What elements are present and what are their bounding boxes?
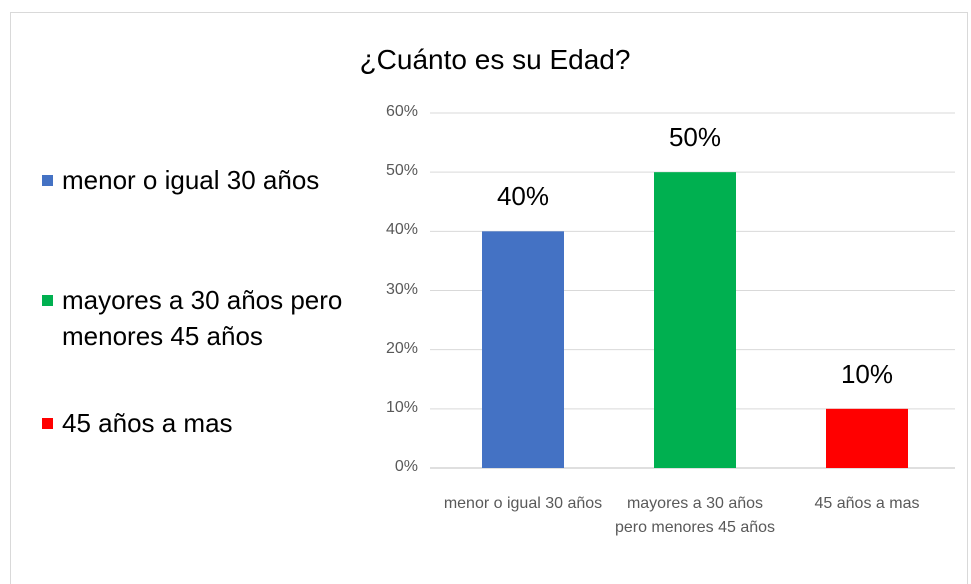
legend-label: menor o igual 30 años [62, 165, 320, 195]
legend-swatch [42, 295, 53, 306]
chart-title: ¿Cuánto es su Edad? [359, 44, 631, 75]
bar [654, 172, 736, 468]
x-tick-label: 45 años a mas [814, 495, 920, 512]
legend-label: 45 años a mas [62, 408, 233, 438]
y-tick-label: 30% [385, 280, 418, 298]
legend-item: 45 años a mas [42, 405, 352, 441]
bar [826, 408, 908, 468]
y-tick-label: 60% [385, 103, 418, 120]
y-tick-label: 40% [385, 221, 418, 239]
legend-item: mayores a 30 años pero menores 45 años [42, 282, 352, 354]
data-label: 50% [668, 122, 722, 153]
bar [482, 231, 564, 468]
y-tick-label: 10% [385, 398, 418, 416]
y-tick-label: 0% [394, 458, 418, 475]
x-tick-label: menor o igual 30 años [443, 495, 603, 512]
data-label: 10% [840, 358, 894, 389]
legend-item: menor o igual 30 años [42, 162, 352, 198]
data-label: 40% [496, 181, 550, 212]
legend-label: mayores a 30 años pero menores 45 años [62, 285, 343, 351]
y-tick-label: 20% [385, 339, 418, 357]
x-tick-label: mayores a 30 años pero menores 45 años [614, 495, 776, 536]
chart-frame [10, 12, 968, 584]
legend-swatch [42, 418, 53, 429]
legend-swatch [42, 175, 53, 186]
y-tick-label: 50% [385, 162, 418, 180]
